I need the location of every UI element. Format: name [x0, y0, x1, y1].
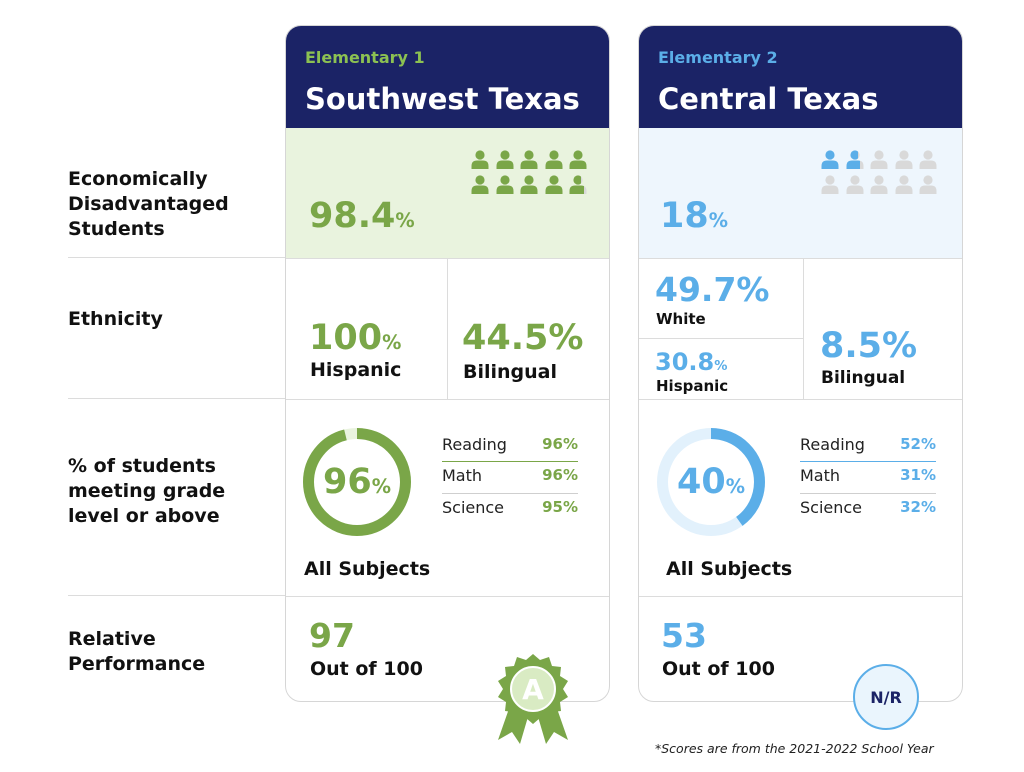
subject-row-science: Science 95% [442, 498, 578, 517]
all-subjects-percent: 96% [322, 462, 391, 502]
footnote: *Scores are from the 2021-2022 School Ye… [655, 741, 934, 756]
row-label-grade-level: % of students meeting grade level or abo… [68, 455, 226, 527]
person-icon [846, 175, 863, 194]
out-of-label: Out of 100 [662, 658, 775, 680]
person-icon [569, 150, 587, 169]
row-divider [286, 596, 609, 597]
hispanic-label: Hispanic [310, 359, 402, 381]
all-subjects-donut [657, 428, 765, 536]
person-icon [919, 150, 937, 169]
row-divider [639, 399, 962, 400]
school-card-central-texas: Elementary 2 Central Texas 18% 49.7% Whi… [638, 25, 963, 702]
cell-divider [447, 258, 448, 399]
people-grid [471, 150, 587, 194]
white-percent: 49.7% [655, 270, 770, 309]
award-grade-text: A [522, 673, 544, 706]
row-divider [68, 398, 286, 399]
econ-percent: 18% [660, 196, 729, 236]
person-icon [520, 150, 538, 169]
subject-row-reading: Reading 96% [442, 435, 578, 454]
hispanic-percent: 100% [309, 318, 402, 358]
rosette-inner [511, 667, 555, 711]
person-icon [821, 175, 839, 194]
subject-row-science: Science 32% [800, 498, 936, 517]
bilingual-percent: 8.5% [820, 326, 918, 366]
cell-divider [803, 258, 804, 399]
school-name: Southwest Texas [305, 82, 580, 116]
person-icon [471, 175, 489, 194]
subject-divider [800, 493, 936, 494]
card-header: Elementary 1 Southwest Texas [286, 26, 609, 128]
person-icon [919, 175, 937, 194]
card-header: Elementary 2 Central Texas [639, 26, 962, 128]
hispanic-percent: 30.8% [655, 348, 728, 376]
row-divider [68, 257, 286, 258]
cell-divider [639, 338, 803, 339]
not-rated-badge: N/R [853, 664, 919, 730]
person-icon [870, 150, 888, 169]
econ-cell: 98.4% [286, 128, 609, 258]
all-subjects-label: All Subjects [304, 558, 431, 580]
bilingual-label: Bilingual [463, 361, 558, 383]
hispanic-label: Hispanic [656, 377, 729, 395]
school-card-southwest-texas: Elementary 1 Southwest Texas 98.4% 100% … [285, 25, 610, 702]
person-icon [895, 175, 912, 194]
donut-progress [657, 428, 765, 536]
donut-progress [303, 428, 411, 536]
bilingual-percent: 44.5% [462, 318, 584, 358]
subject-row-math: Math 31% [800, 466, 936, 485]
person-icon [471, 150, 489, 169]
out-of-label: Out of 100 [310, 658, 423, 680]
econ-cell: 18% [639, 128, 962, 258]
row-divider [68, 595, 286, 596]
all-subjects-percent: 40% [676, 462, 745, 502]
row-divider [639, 596, 962, 597]
row-label-economically-disadvantaged: Economically Disadvantaged Students [68, 168, 229, 240]
school-name: Central Texas [658, 82, 879, 116]
school-tag: Elementary 1 [305, 48, 425, 67]
rosette-ring [510, 666, 556, 712]
subject-divider [800, 461, 936, 462]
subject-divider [442, 493, 578, 494]
relative-score: 53 [661, 616, 707, 655]
award-ribbon-icon: A [498, 654, 568, 744]
person-icon [870, 175, 888, 194]
people-grid [821, 150, 937, 194]
person-icon [545, 150, 562, 169]
subject-row-reading: Reading 52% [800, 435, 936, 454]
row-divider [286, 399, 609, 400]
white-label: White [656, 310, 706, 328]
row-label-ethnicity: Ethnicity [68, 308, 163, 330]
relative-score: 97 [309, 616, 355, 655]
econ-percent: 98.4% [309, 196, 415, 236]
person-icon [545, 175, 562, 194]
person-icon [496, 175, 513, 194]
person-icon [846, 150, 863, 169]
row-divider [639, 258, 962, 259]
all-subjects-label: All Subjects [666, 558, 793, 580]
row-label-relative-performance: Relative Performance [68, 628, 206, 675]
all-subjects-donut [303, 428, 411, 536]
person-icon [821, 150, 839, 169]
subject-row-math: Math 96% [442, 466, 578, 485]
bilingual-label: Bilingual [821, 368, 906, 388]
not-rated-text: N/R [870, 687, 902, 707]
person-icon [895, 150, 912, 169]
subject-divider [442, 461, 578, 462]
person-icon [496, 150, 513, 169]
person-icon [569, 175, 587, 194]
school-tag: Elementary 2 [658, 48, 778, 67]
person-icon [520, 175, 538, 194]
